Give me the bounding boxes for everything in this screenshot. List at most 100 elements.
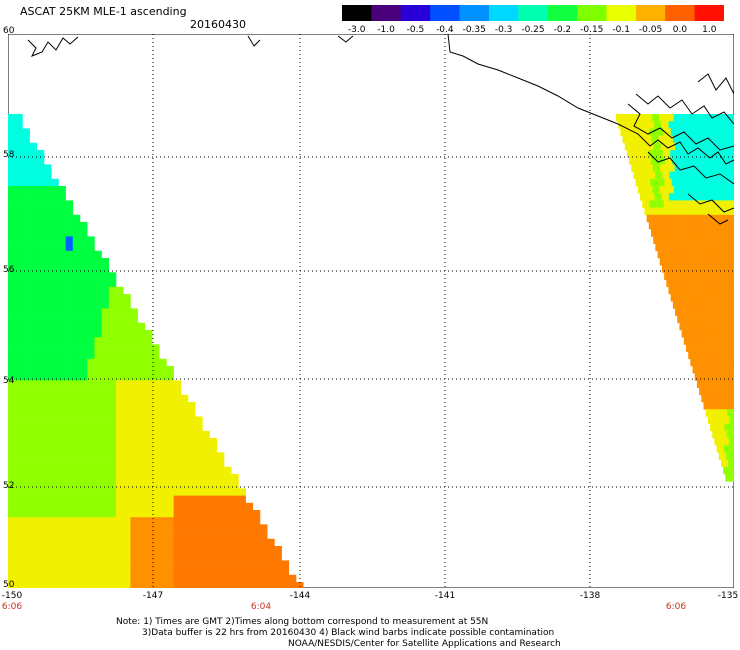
swath-cell: [195, 481, 203, 489]
swath-cell: [717, 258, 725, 266]
swath-cell: [22, 546, 30, 554]
swath-cell: [8, 517, 16, 525]
swath-cell: [137, 474, 146, 482]
swath-cell: [238, 488, 246, 496]
swath-cell: [36, 236, 45, 244]
swath-cell: [723, 229, 731, 237]
swath-cell: [65, 481, 74, 489]
swath-cell: [44, 294, 52, 302]
swath-cell: [159, 409, 167, 417]
swath-cell: [202, 560, 210, 568]
swath-cell: [29, 279, 38, 288]
swath-cell: [36, 222, 45, 230]
swath-cell: [661, 214, 669, 223]
swath-cell: [195, 510, 203, 518]
swath-cell: [44, 265, 52, 273]
swath-cell: [195, 488, 203, 496]
swath-cell: [231, 567, 239, 576]
colorbar-swatch: [371, 5, 402, 21]
swath-cell: [188, 517, 196, 525]
swath-cell: [44, 380, 52, 388]
swath-cell: [101, 481, 110, 489]
swath-cell: [716, 207, 724, 216]
colorbar-label: -0.4: [436, 25, 454, 35]
swath-cell: [695, 279, 703, 288]
swath-cell: [87, 243, 95, 252]
swath-cell: [654, 193, 662, 201]
swath-cell: [676, 171, 685, 180]
swath-cell: [51, 582, 59, 588]
swath-cell: [658, 207, 667, 216]
swath-cell: [94, 286, 102, 295]
swath-cell: [180, 517, 189, 525]
swath-cell: [669, 243, 678, 252]
swath-cell: [65, 294, 74, 302]
swath-cell: [672, 157, 680, 165]
swath-cell: [130, 546, 138, 554]
swath-cell: [101, 524, 110, 532]
swath-cell: [159, 567, 167, 576]
swath-cell: [231, 517, 239, 525]
swath-cell: [123, 546, 131, 554]
swath-cell: [673, 207, 681, 216]
swath-cell: [22, 128, 30, 136]
swath-cell: [80, 546, 88, 554]
swath-cell: [123, 402, 131, 410]
swath-cell: [44, 330, 52, 338]
swath-cell: [116, 452, 124, 460]
swath-cell: [58, 474, 66, 482]
swath-cell: [152, 546, 160, 554]
colorbar-swatch: [694, 5, 724, 21]
swath-cell: [116, 351, 124, 360]
swath-cell: [65, 560, 74, 568]
swath-cell: [669, 171, 678, 180]
swath-cell: [72, 308, 81, 316]
swath-cell: [144, 474, 153, 482]
swath-cell: [231, 502, 239, 511]
swath-cell: [44, 243, 52, 252]
swath-cell: [650, 178, 658, 187]
swath-cell: [72, 330, 81, 338]
swath-cell: [8, 409, 16, 417]
swath-cell: [634, 128, 643, 136]
swath-cell: [730, 135, 734, 144]
swath-cell: [231, 546, 239, 554]
swath-cell: [101, 517, 110, 525]
swath-cell: [72, 366, 81, 374]
swath-cell: [72, 531, 81, 540]
swath-cell: [80, 337, 88, 345]
swath-cell: [698, 243, 707, 252]
swath-cell: [202, 567, 210, 576]
swath-cell: [722, 394, 731, 403]
swath-cell: [216, 481, 225, 489]
swath-cell: [252, 510, 261, 518]
swath-cell: [44, 337, 52, 345]
swath-cell: [677, 294, 686, 302]
swath-cell: [693, 344, 701, 352]
swath-cell: [44, 387, 52, 396]
swath-cell: [231, 531, 239, 540]
swath-cell: [108, 466, 117, 475]
swath-cell: [657, 178, 665, 187]
swath-cell: [137, 416, 146, 424]
swath-cell: [87, 373, 95, 381]
swath-cell: [684, 243, 692, 252]
swath-cell: [159, 366, 167, 374]
swath-cell: [144, 495, 153, 504]
swath-cell: [8, 337, 16, 345]
swath-cell: [260, 546, 268, 554]
swath-cell: [123, 553, 131, 561]
swath-cell: [696, 330, 704, 338]
swath-cell: [51, 466, 59, 475]
swath-cell: [675, 121, 684, 129]
swath-cell: [36, 394, 45, 403]
swath-cell: [666, 258, 675, 266]
swath-cell: [87, 351, 95, 360]
swath-cell: [80, 222, 88, 230]
swath-cell: [8, 574, 16, 583]
swath-cell: [713, 315, 721, 324]
swath-cell: [238, 538, 246, 547]
swath-cell: [166, 517, 174, 525]
swath-cell: [8, 524, 16, 532]
swath-cell: [711, 308, 719, 316]
